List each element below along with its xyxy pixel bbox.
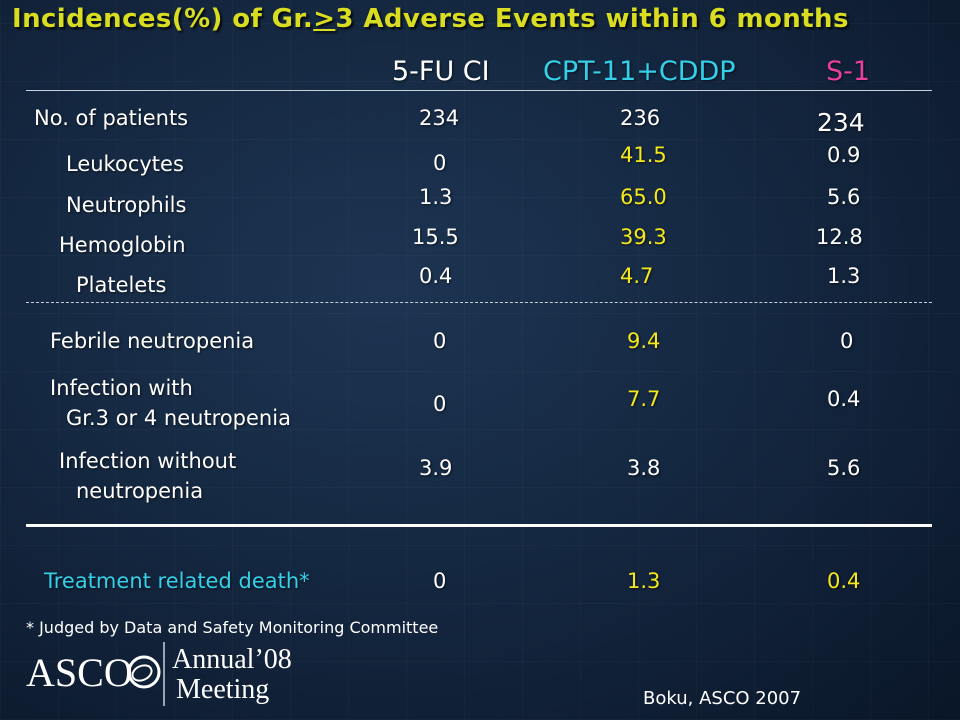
logo-annual-text: Annual xyxy=(172,644,255,675)
platelets-cpt: 4.7 xyxy=(620,264,654,288)
infection-without-label-line2: neutropenia xyxy=(76,479,204,503)
column-header-5fu: 5-FU CI xyxy=(392,56,490,87)
death-5fu: 0 xyxy=(433,569,447,593)
hemoglobin-5fu: 15.5 xyxy=(412,225,459,249)
logo-year-text: ’08 xyxy=(254,644,291,675)
febrile-s1: 0 xyxy=(840,329,854,353)
death-s1: 0.4 xyxy=(827,569,861,593)
infection-with-5fu: 0 xyxy=(433,392,447,416)
febrile-neutropenia-label: Febrile neutropenia xyxy=(50,329,255,353)
hemoglobin-cpt: 39.3 xyxy=(620,225,667,249)
neutrophils-label: Neutrophils xyxy=(66,193,187,217)
column-header-cpt11-cddp: CPT-11+CDDP xyxy=(543,56,736,87)
svg-text:Annual’08: Annual’08 xyxy=(172,644,292,675)
platelets-label: Platelets xyxy=(76,273,167,297)
infection-without-s1: 5.6 xyxy=(827,456,861,480)
infection-with-label-line2: Gr.3 or 4 neutropenia xyxy=(66,406,291,430)
column-header-s1: S-1 xyxy=(826,56,871,87)
leukocytes-5fu: 0 xyxy=(433,151,447,175)
platelets-s1: 1.3 xyxy=(827,264,861,288)
hemoglobin-s1: 12.8 xyxy=(816,225,863,249)
header-divider xyxy=(26,90,932,91)
logo-meeting-text: Meeting xyxy=(176,674,269,705)
leukocytes-cpt: 41.5 xyxy=(620,143,667,167)
neutrophils-5fu: 1.3 xyxy=(419,185,453,209)
leukocytes-label: Leukocytes xyxy=(66,152,184,176)
logo-globe-icon xyxy=(127,655,161,689)
slide-title: Incidences(%) of Gr.>3 Adverse Events wi… xyxy=(12,4,849,34)
febrile-cpt: 9.4 xyxy=(627,329,661,353)
footnote: * Judged by Data and Safety Monitoring C… xyxy=(26,618,439,637)
bottom-divider xyxy=(26,524,932,527)
neutrophils-cpt: 65.0 xyxy=(620,185,667,209)
infection-with-cpt: 7.7 xyxy=(627,387,661,411)
infection-with-s1: 0.4 xyxy=(827,387,861,411)
hemoglobin-label: Hemoglobin xyxy=(59,233,186,257)
infection-with-label-line1: Infection with xyxy=(50,376,193,400)
neutrophils-s1: 5.6 xyxy=(827,185,861,209)
infection-without-5fu: 3.9 xyxy=(419,456,453,480)
death-cpt: 1.3 xyxy=(627,569,661,593)
logo-asco-text: ASCO xyxy=(26,650,133,695)
title-prefix: Incidences(%) of Gr. xyxy=(12,4,314,34)
infection-without-label-line1: Infection without xyxy=(59,449,237,473)
patients-label: No. of patients xyxy=(34,106,189,130)
title-symbol: > xyxy=(313,4,336,34)
patients-5fu: 234 xyxy=(419,106,460,130)
infection-without-cpt: 3.8 xyxy=(627,456,661,480)
leukocytes-s1: 0.9 xyxy=(827,143,861,167)
patients-cpt: 236 xyxy=(620,106,661,130)
dashed-divider xyxy=(26,302,932,303)
citation-credit: Boku, ASCO 2007 xyxy=(643,688,802,709)
platelets-5fu: 0.4 xyxy=(419,264,453,288)
treatment-death-label: Treatment related death* xyxy=(44,569,310,593)
febrile-5fu: 0 xyxy=(433,329,447,353)
title-suffix: 3 Adverse Events within 6 months xyxy=(335,4,849,34)
asco-annual-meeting-logo: ASCO Annual’08 Meeting xyxy=(26,642,292,706)
patients-s1: 234 xyxy=(817,108,865,137)
